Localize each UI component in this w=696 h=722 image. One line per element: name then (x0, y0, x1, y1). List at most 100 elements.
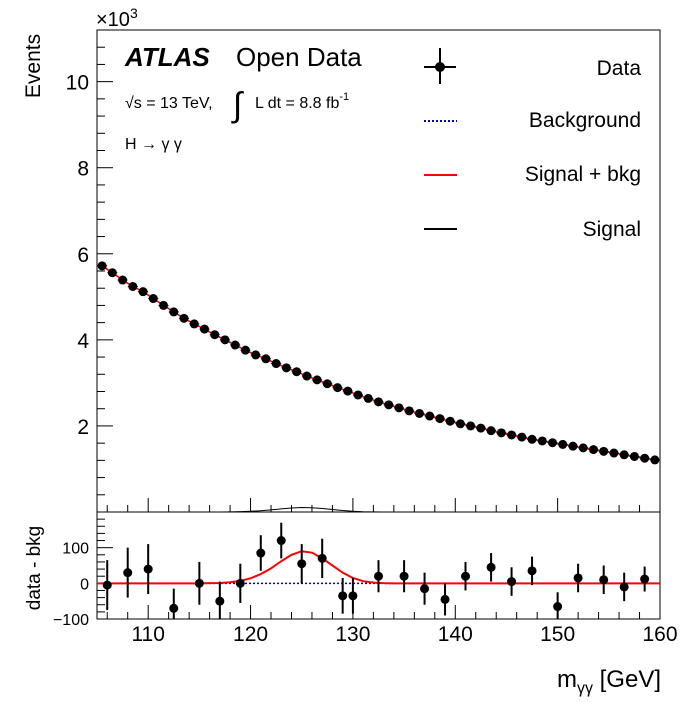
x-tick-label: 130 (335, 623, 370, 646)
main-data-point (333, 383, 343, 393)
main-data-point (363, 393, 373, 403)
ratio-data-point (102, 580, 112, 590)
x-tick-label: 120 (233, 623, 268, 646)
main-data-points (97, 261, 660, 513)
ratio-data-point (143, 564, 153, 574)
main-data-point (128, 281, 138, 291)
main-data-point (486, 426, 496, 436)
x-tick-label: 110 (131, 623, 164, 646)
main-data-point (251, 350, 261, 360)
main-data-point (353, 390, 363, 400)
x-tick-label: 140 (438, 623, 473, 646)
main-data-point (619, 450, 629, 460)
main-data-point (281, 363, 291, 373)
legend: Data Background Signal + bkg Signal (424, 48, 641, 241)
signal-plus-bkg-curve (101, 265, 656, 461)
ratio-data-point (420, 584, 430, 594)
main-y-tick-label: 4 (77, 330, 89, 353)
ratio-data-point (619, 582, 629, 592)
main-data-point (650, 455, 660, 465)
main-data-point (107, 268, 117, 278)
ratio-data-points (102, 522, 650, 619)
main-data-point (466, 421, 476, 431)
main-data-point (261, 354, 271, 364)
legend-data-label: Data (597, 57, 642, 80)
main-y-tick-label: 10 (66, 72, 89, 95)
main-data-point (404, 406, 414, 416)
main-data-point (394, 403, 404, 413)
main-data-point (548, 438, 558, 448)
main-data-point (527, 434, 537, 444)
ratio-tick-labels: −100 0 100 110 120 130 140 150 160 (53, 541, 678, 646)
main-data-point (343, 386, 353, 396)
main-data-point (302, 371, 312, 381)
main-data-point (118, 275, 128, 285)
main-data-point (507, 430, 517, 440)
ratio-data-point (507, 577, 517, 587)
main-y-tick-labels: 2 4 6 8 10 (66, 72, 90, 439)
ratio-data-point (374, 571, 383, 581)
main-signal-curve (199, 506, 394, 513)
ratio-data-point (169, 603, 179, 613)
main-data-point (240, 345, 250, 355)
main-data-point (578, 443, 588, 453)
ratio-y-tick-label: 100 (62, 541, 89, 558)
ratio-data-point (461, 571, 471, 581)
main-data-point (496, 428, 506, 438)
main-y-tick-label: 8 (77, 158, 89, 181)
main-data-point (292, 367, 302, 377)
main-data-point (199, 324, 209, 334)
background-fit-curve (101, 265, 656, 461)
main-data-point (230, 340, 240, 350)
main-data-point (169, 307, 179, 317)
main-y-tick-label: 6 (77, 244, 89, 267)
ratio-y-tick-label: −100 (53, 612, 89, 629)
main-y-axis-ticks (96, 29, 661, 513)
ratio-data-point (256, 548, 266, 558)
atlas-label: ATLAS (124, 42, 210, 72)
main-data-point (148, 294, 158, 304)
ratio-data-point (553, 602, 563, 612)
main-data-point (189, 319, 199, 329)
open-data-label: Open Data (236, 42, 362, 72)
lumi-label: L dt = 8.8 fb-1 (255, 91, 349, 112)
ratio-data-point (399, 571, 409, 581)
main-data-point (210, 330, 220, 340)
legend-data-marker (435, 62, 445, 72)
ratio-data-point (276, 536, 286, 546)
main-data-point (537, 436, 547, 446)
ratio-data-point (123, 568, 133, 578)
integral-sign: ∫ (231, 86, 244, 124)
main-data-point (271, 359, 281, 369)
main-data-point (179, 313, 189, 323)
main-data-point (374, 397, 383, 407)
main-data-point (220, 335, 230, 345)
legend-signal-label: Signal (583, 218, 641, 241)
main-data-point (384, 400, 394, 410)
ratio-data-point (599, 575, 609, 585)
ratio-y-tick-label: 0 (80, 576, 89, 593)
main-data-point (558, 439, 568, 449)
main-data-point (414, 408, 424, 418)
ratio-data-point (573, 573, 583, 583)
main-data-point (517, 432, 527, 442)
main-data-point (425, 411, 435, 421)
ratio-data-point (194, 578, 204, 588)
ratio-data-point (440, 594, 450, 604)
main-data-point (435, 414, 445, 424)
ratio-data-point (348, 591, 358, 601)
ratio-data-point (640, 574, 650, 584)
x-tick-label: 150 (540, 623, 575, 646)
main-data-point (159, 300, 169, 310)
main-y-tick-label: 2 (77, 416, 89, 439)
process-label: H → γ γ (125, 136, 182, 153)
ratio-data-point (486, 562, 496, 572)
main-data-point (97, 261, 107, 271)
main-data-point (629, 451, 639, 461)
main-data-point (640, 453, 650, 463)
ratio-data-point (215, 596, 225, 606)
ratio-data-point (235, 578, 245, 588)
main-data-point (588, 445, 598, 455)
main-data-point (568, 441, 578, 451)
